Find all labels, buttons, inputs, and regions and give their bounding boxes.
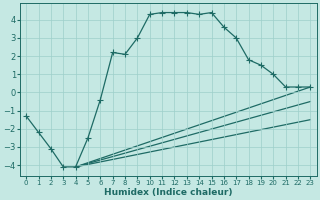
X-axis label: Humidex (Indice chaleur): Humidex (Indice chaleur) [104, 188, 233, 197]
